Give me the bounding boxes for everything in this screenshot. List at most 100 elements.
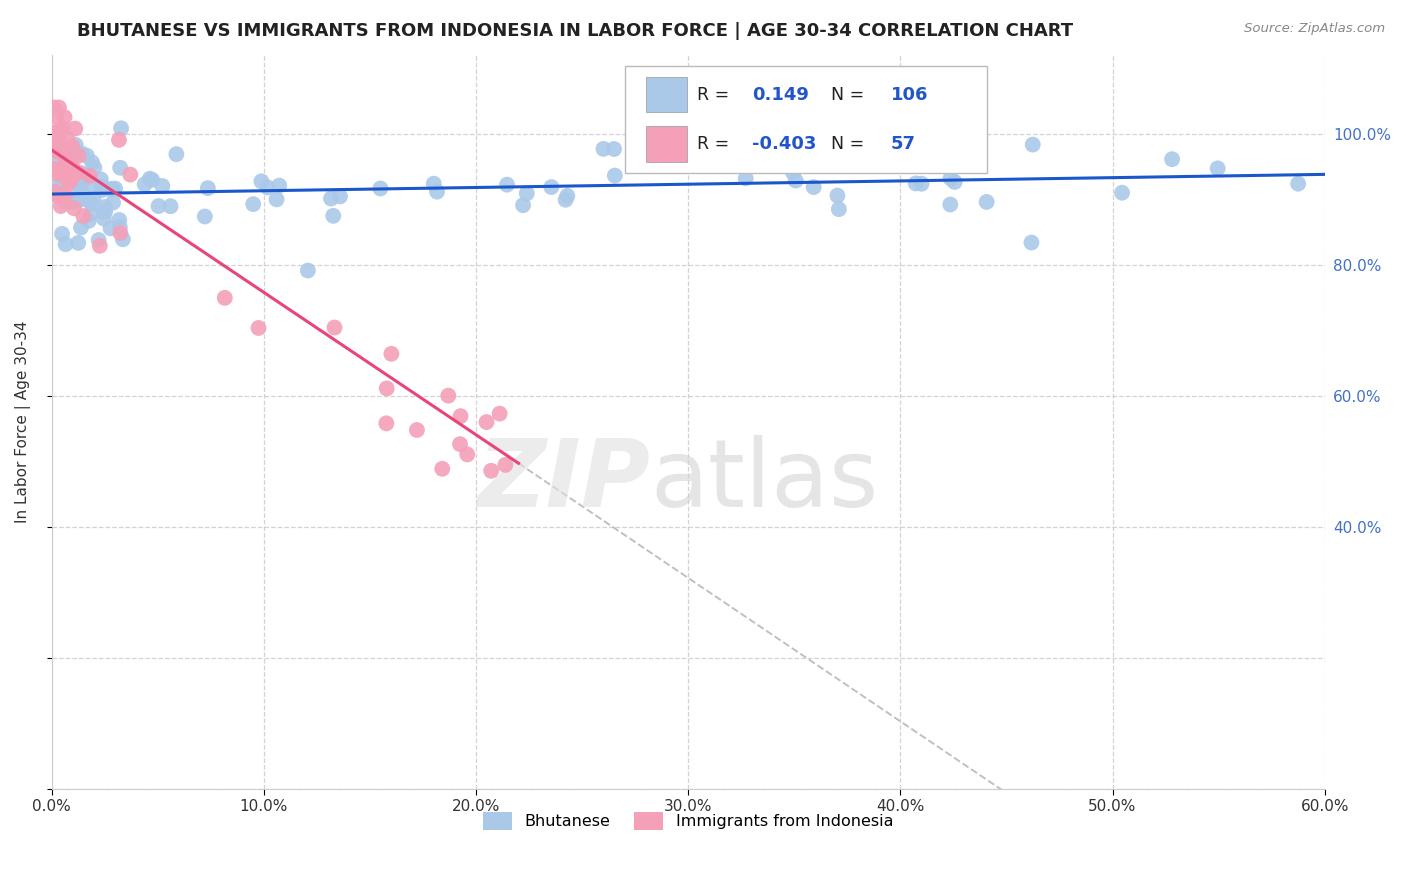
Point [66,165,89,179]
Point [80,197,103,211]
Point [65,137,87,152]
Point [1021,235,1043,250]
Point [63,201,86,215]
Point [159,199,181,213]
Point [456,447,478,461]
Point [90,179,112,194]
Point [165,147,187,161]
Point [1286,177,1309,191]
Point [42,126,65,140]
Point [87,233,110,247]
Point [827,188,849,202]
Point [375,381,398,395]
Point [55,237,77,252]
Point [70,175,93,189]
Point [69,193,91,207]
Point [141,173,163,187]
Point [496,178,519,192]
Point [603,169,626,183]
Point [494,458,516,472]
Point [939,197,962,211]
Point [555,189,578,203]
Point [45,110,67,124]
Point [782,165,804,179]
Point [540,180,562,194]
Text: BHUTANESE VS IMMIGRANTS FROM INDONESIA IN LABOR FORCE | AGE 30-34 CORRELATION CH: BHUTANESE VS IMMIGRANTS FROM INDONESIA I… [77,22,1073,40]
Point [46,139,69,153]
Point [437,389,460,403]
Point [955,138,977,153]
Point [904,177,927,191]
Point [55,195,77,210]
Point [865,158,887,172]
Point [90,172,112,186]
Point [53,151,76,165]
Point [59,157,82,171]
Point [51,227,73,241]
Point [79,179,101,194]
Point [48,135,70,149]
Point [450,409,472,424]
Point [516,186,538,201]
Point [51,176,73,190]
Point [100,221,122,235]
Point [60,148,83,162]
Point [148,199,170,213]
Point [101,195,124,210]
Point [247,321,270,335]
Point [70,146,93,161]
Point [828,202,851,216]
Point [488,407,510,421]
Point [449,437,471,451]
Point [785,173,807,187]
Text: N =: N = [831,86,869,103]
Point [108,220,131,235]
Point [1111,186,1133,200]
Point [603,142,626,156]
Point [44,161,66,176]
Point [475,415,498,429]
Point [76,149,98,163]
Point [67,235,90,250]
Text: ZIP: ZIP [477,434,650,526]
Text: -0.403: -0.403 [752,135,817,153]
Point [939,171,962,186]
Point [60,168,83,182]
Point [1022,137,1045,152]
Point [592,142,614,156]
Point [976,194,998,209]
Point [48,178,70,193]
Point [79,169,101,183]
Point [91,183,114,197]
Point [56,142,79,156]
Point [370,181,392,195]
Point [65,121,87,136]
Point [194,210,217,224]
Point [139,171,162,186]
Point [380,347,402,361]
Point [111,232,134,246]
Y-axis label: In Labor Force | Age 30-34: In Labor Force | Age 30-34 [15,321,31,524]
Point [51,161,73,175]
Point [70,166,93,180]
Point [42,101,65,115]
Point [93,205,115,219]
FancyBboxPatch shape [624,66,987,172]
Point [242,197,264,211]
Point [48,155,70,169]
Point [48,101,70,115]
Point [101,182,124,196]
Point [803,180,825,194]
Point [94,204,117,219]
Point [45,167,67,181]
Point [80,155,103,169]
Text: Source: ZipAtlas.com: Source: ZipAtlas.com [1244,22,1385,36]
Point [53,188,76,202]
Point [49,199,72,213]
Point [77,214,100,228]
Point [319,192,342,206]
Point [44,186,66,201]
Point [297,263,319,277]
FancyBboxPatch shape [647,127,688,161]
Point [1206,161,1229,176]
